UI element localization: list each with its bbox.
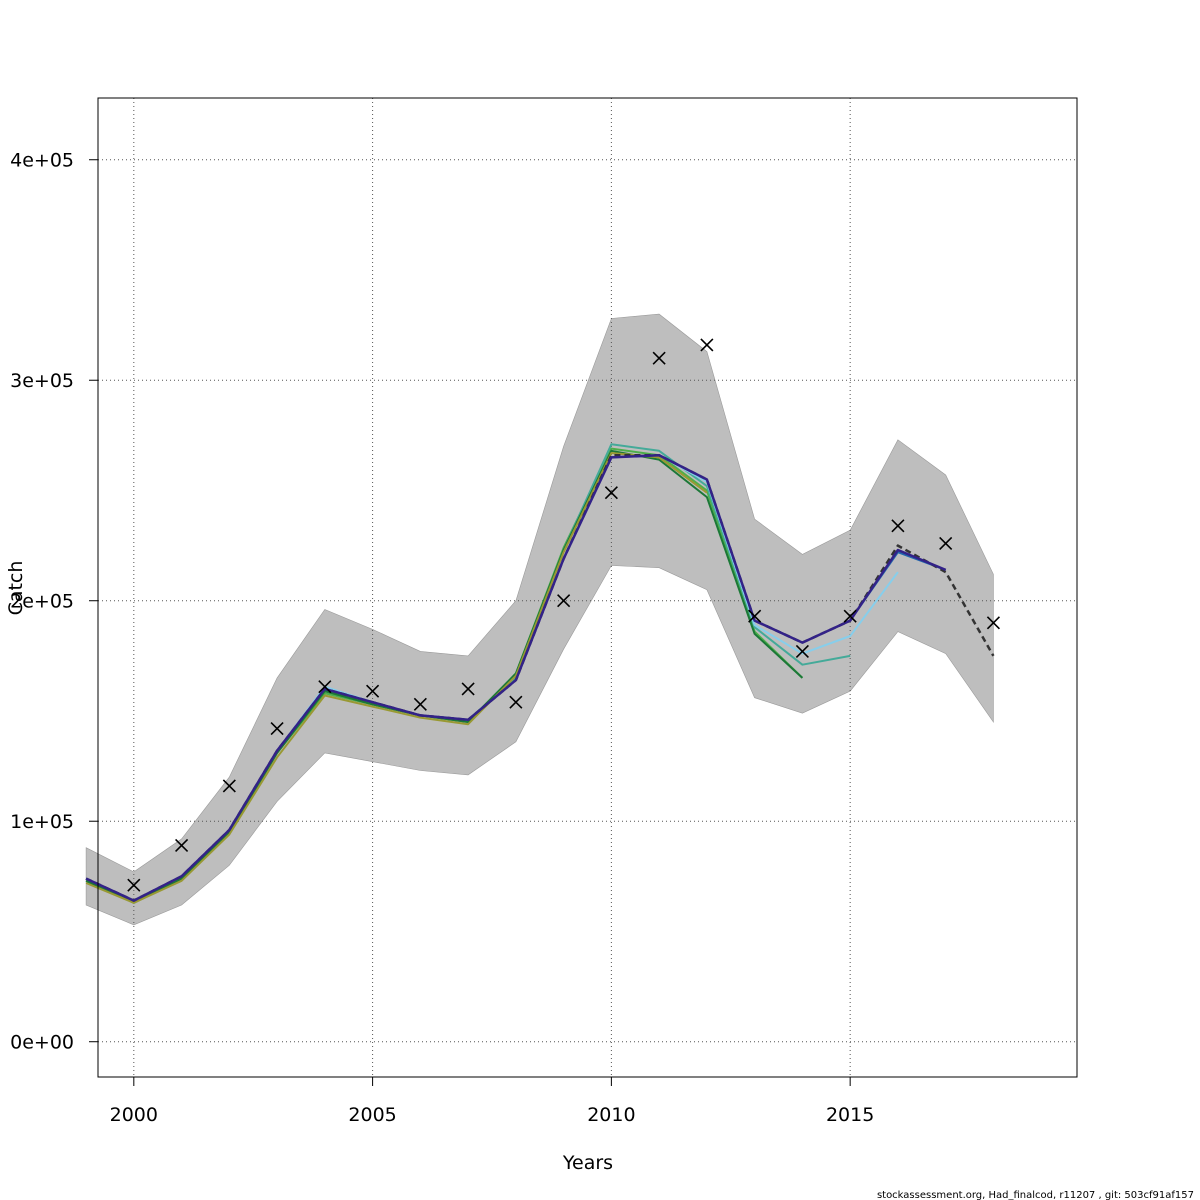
observed-points-layer <box>127 338 1000 892</box>
observed-point <box>843 609 857 623</box>
x-tick-label: 2010 <box>587 1104 635 1126</box>
observed-point <box>366 684 380 698</box>
y-axis: 0e+00 1e+05 2e+05 3e+05 4e+05 <box>10 150 98 1054</box>
y-tick-label: 1e+05 <box>10 811 74 833</box>
series-layer <box>85 443 995 904</box>
observed-point <box>557 594 571 608</box>
observed-point <box>222 779 236 793</box>
observed-point <box>986 616 1000 630</box>
observed-point <box>127 878 141 892</box>
x-tick-label: 2015 <box>826 1104 874 1126</box>
observed-point <box>175 838 189 853</box>
y-tick-label: 3e+05 <box>10 370 74 392</box>
y-axis-title: Catch <box>5 561 27 616</box>
observed-point <box>604 486 618 500</box>
observed-point <box>795 644 809 659</box>
observed-point <box>652 351 666 365</box>
observed-point <box>700 338 714 352</box>
plot-frame <box>97 97 1078 1078</box>
observed-point <box>461 682 475 696</box>
x-axis: 2000 2005 2010 2015 <box>110 1077 874 1126</box>
y-tick-label: 4e+05 <box>10 150 74 172</box>
x-tick-label: 2005 <box>348 1104 396 1126</box>
observed-point <box>509 695 523 709</box>
y-tick-label: 0e+00 <box>10 1032 74 1054</box>
y-tick-label: 2e+05 <box>10 591 74 613</box>
observed-point <box>318 680 332 694</box>
observed-point <box>748 609 762 623</box>
observed-point <box>270 722 284 736</box>
x-axis-title: Years <box>562 1152 613 1174</box>
series-line-retro-2016 <box>85 453 947 902</box>
x-tick-label: 2000 <box>110 1104 158 1126</box>
footer-caption: stockassessment.org, Had_finalcod, r1120… <box>877 1190 1194 1200</box>
observed-point <box>939 536 953 550</box>
observed-point <box>891 519 905 533</box>
observed-point <box>413 697 427 711</box>
